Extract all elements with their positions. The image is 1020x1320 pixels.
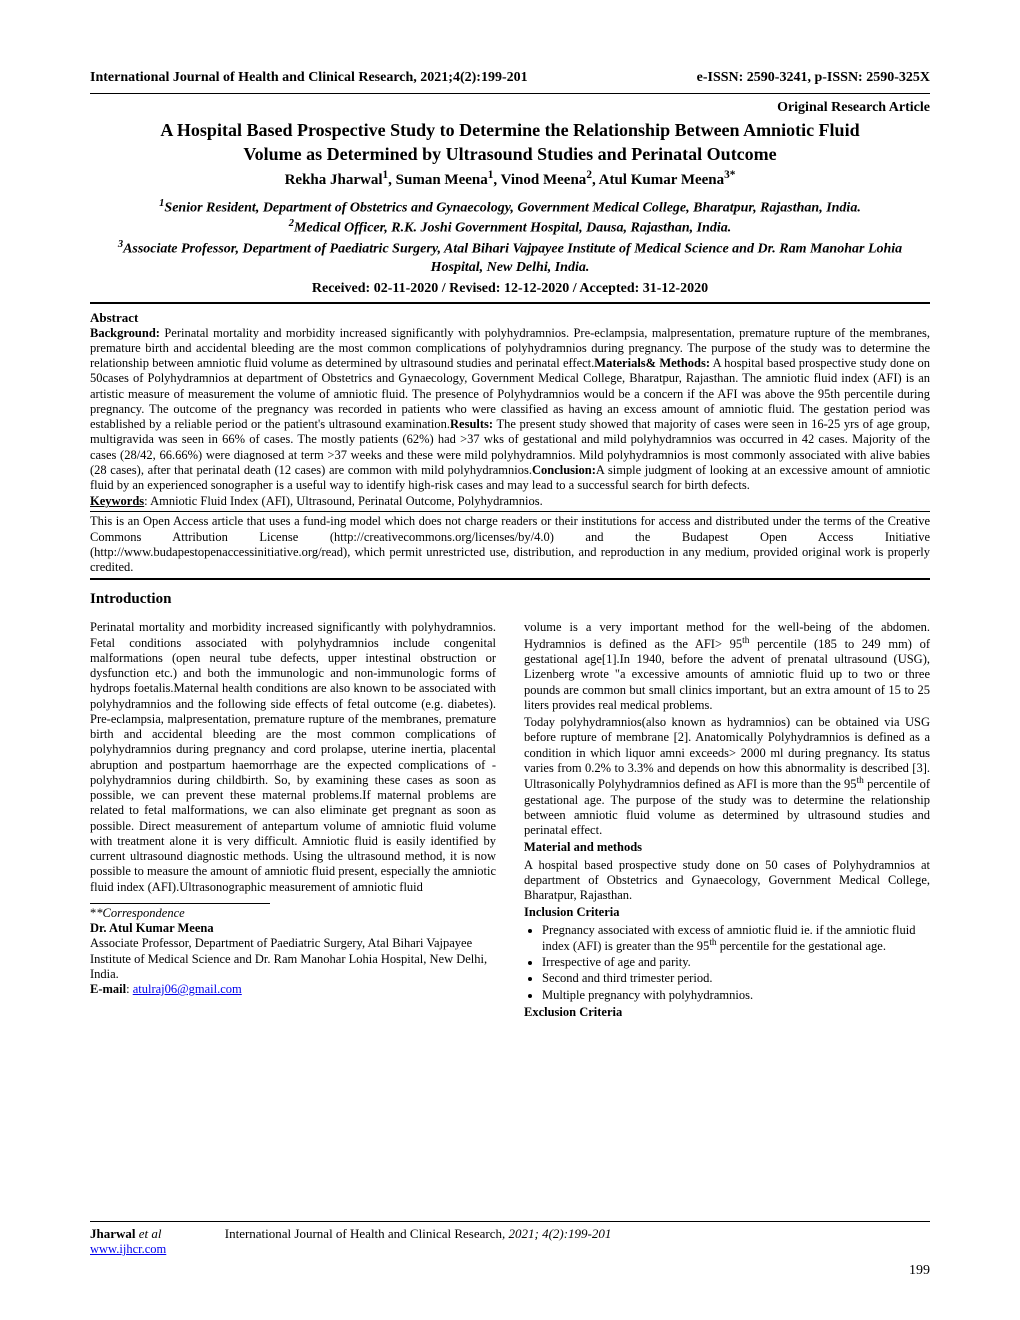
exclusion-heading: Exclusion Criteria <box>524 1005 622 1019</box>
materials-methods-heading: Material and methods <box>524 840 642 854</box>
license-text: This is an Open Access article that uses… <box>90 514 930 575</box>
header-rule <box>90 93 930 94</box>
correspondence-email[interactable]: atulraj06@gmail.com <box>133 982 242 996</box>
abstract-heading: Abstract <box>90 310 930 326</box>
keywords: Keywords: Amniotic Fluid Index (AFI), Ul… <box>90 494 930 509</box>
correspondence-rule <box>90 903 270 904</box>
correspondence-name: Dr. Atul Kumar Meena <box>90 921 214 935</box>
rule-after-keywords <box>90 511 930 512</box>
intro-paragraph-1: Perinatal mortality and morbidity increa… <box>90 620 496 895</box>
correspondence-block: **Correspondence Dr. Atul Kumar Meena As… <box>90 903 496 998</box>
body-columns: Perinatal mortality and morbidity increa… <box>90 620 930 1020</box>
page-number: 199 <box>90 1263 930 1280</box>
intro-paragraph-2: volume is a very important method for th… <box>524 620 930 713</box>
journal-citation: International Journal of Health and Clin… <box>90 70 528 87</box>
issn: e-ISSN: 2590-3241, p-ISSN: 2590-325X <box>697 70 930 87</box>
footer-url[interactable]: www.ijhcr.com <box>90 1242 166 1256</box>
article-type: Original Research Article <box>90 100 930 117</box>
rule-after-dates <box>90 302 930 304</box>
inclusion-heading: Inclusion Criteria <box>524 905 619 919</box>
introduction-heading: Introduction <box>90 590 930 608</box>
abstract-body: Background: Perinatal mortality and morb… <box>90 326 930 494</box>
inclusion-list: Pregnancy associated with excess of amni… <box>542 923 930 1003</box>
inclusion-item: Irrespective of age and parity. <box>542 955 930 970</box>
footer-rule <box>90 1221 930 1222</box>
footer-lead-author: Jharwal <box>90 1226 136 1241</box>
affiliation-3: 3Associate Professor, Department of Paed… <box>90 238 930 277</box>
inclusion-item: Multiple pregnancy with polyhydramnios. <box>542 988 930 1003</box>
footer-journal: International Journal of Health and Clin… <box>225 1226 502 1241</box>
footer-issue: , 2021; 4(2):199-201 <box>502 1226 611 1241</box>
page-footer: Jharwal et al International Journal of H… <box>90 1219 930 1280</box>
article-title-line2: Volume as Determined by Ultrasound Studi… <box>90 143 930 166</box>
intro-paragraph-3: Today polyhydramnios(also known as hydra… <box>524 715 930 838</box>
correspondence-address: Associate Professor, Department of Paedi… <box>90 936 496 982</box>
affiliation-2: 2Medical Officer, R.K. Joshi Government … <box>90 217 930 238</box>
affiliation-1: 1Senior Resident, Department of Obstetri… <box>90 197 930 218</box>
materials-methods-body: A hospital based prospective study done … <box>524 858 930 904</box>
inclusion-item: Pregnancy associated with excess of amni… <box>542 923 930 955</box>
inclusion-item: Second and third trimester period. <box>542 971 930 986</box>
rule-after-license <box>90 578 930 580</box>
article-dates: Received: 02-11-2020 / Revised: 12-12-20… <box>90 281 930 298</box>
article-title-line1: A Hospital Based Prospective Study to De… <box>90 119 930 142</box>
correspondence-label: *Correspondence <box>96 906 184 920</box>
page-header: International Journal of Health and Clin… <box>90 70 930 87</box>
footer-etal: et al <box>136 1226 162 1241</box>
email-label: E-mail <box>90 982 126 996</box>
authors: Rekha Jharwal1, Suman Meena1, Vinod Meen… <box>90 169 930 189</box>
